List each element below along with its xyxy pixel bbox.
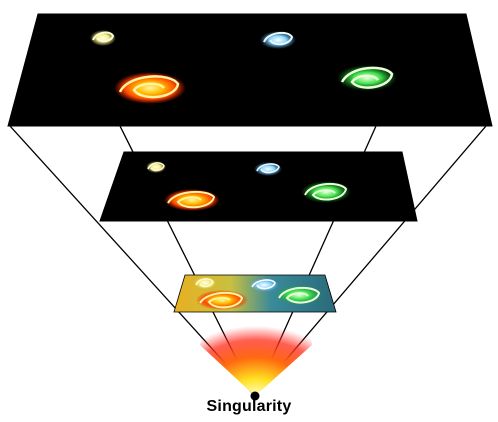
galaxy-orange-icon [114,72,186,104]
plane-present-surface [7,13,493,127]
plane-middle-surface [99,151,418,222]
galaxy-green-icon [337,65,397,91]
galaxy-blue-icon [249,278,279,292]
galaxy-yellow-icon [194,277,216,289]
plane-middle [99,151,418,222]
galaxy-orange-icon [196,290,248,310]
singularity-glow [200,313,312,396]
singularity-label: Singularity [206,398,292,415]
galaxy-blue-icon [260,31,296,49]
plane-present [7,13,493,127]
galaxy-green-icon [301,181,351,203]
galaxy-blue-icon [254,162,282,176]
galaxy-green-icon [275,285,323,305]
plane-early [173,274,337,313]
galaxy-orange-icon [164,189,220,211]
expansion-flash [200,313,312,396]
galaxy-yellow-icon [90,30,116,46]
singularity-point [250,391,260,401]
galaxy-yellow-icon [146,161,166,173]
